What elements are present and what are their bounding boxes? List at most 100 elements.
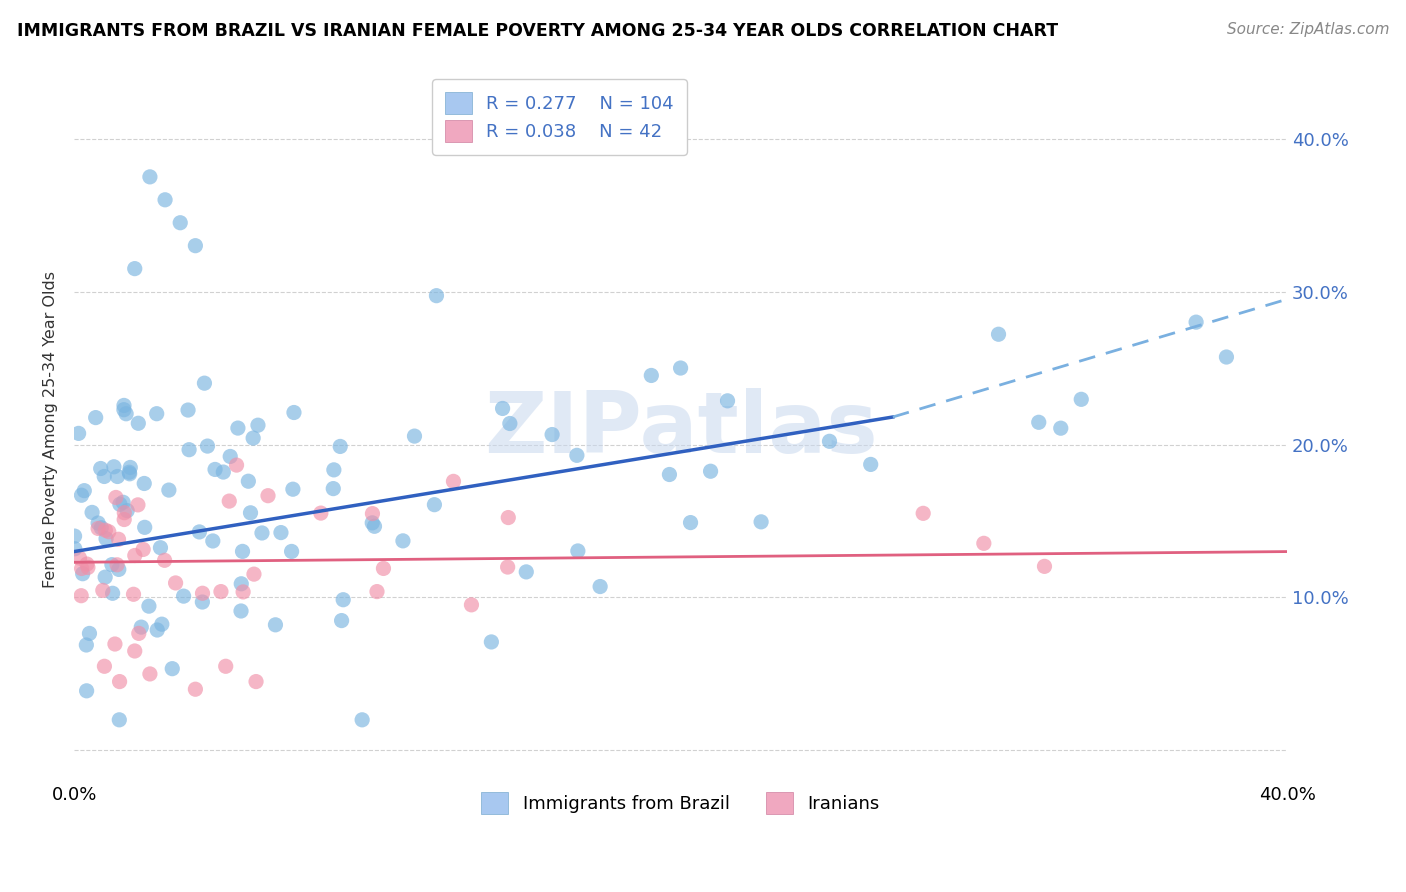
Point <box>173 589 195 603</box>
Point <box>169 216 191 230</box>
Point <box>112 506 135 520</box>
Point <box>157 483 180 497</box>
Point <box>191 595 214 609</box>
Point <box>108 674 131 689</box>
Point <box>541 427 564 442</box>
Point <box>309 506 332 520</box>
Point <box>859 458 882 472</box>
Point <box>498 510 520 524</box>
Point <box>392 533 415 548</box>
Point <box>246 418 269 433</box>
Point <box>496 560 519 574</box>
Point <box>134 476 156 491</box>
Point <box>191 586 214 600</box>
Point <box>245 674 267 689</box>
Point <box>188 524 211 539</box>
Point <box>75 638 97 652</box>
Point <box>76 557 98 571</box>
Point <box>93 659 115 673</box>
Point <box>567 544 589 558</box>
Point <box>67 426 90 441</box>
Point <box>139 667 162 681</box>
Point <box>281 482 304 496</box>
Point <box>127 498 149 512</box>
Point <box>73 483 96 498</box>
Point <box>229 604 252 618</box>
Point <box>112 495 135 509</box>
Point <box>177 403 200 417</box>
Point <box>361 516 384 530</box>
Point <box>124 549 146 563</box>
Point <box>63 541 86 556</box>
Legend: Immigrants from Brazil, Iranians: Immigrants from Brazil, Iranians <box>471 781 890 825</box>
Point <box>238 474 260 488</box>
Point <box>1028 415 1050 429</box>
Point <box>322 463 344 477</box>
Point <box>87 516 110 530</box>
Point <box>404 429 426 443</box>
Point <box>366 584 388 599</box>
Y-axis label: Female Poverty Among 25-34 Year Olds: Female Poverty Among 25-34 Year Olds <box>44 270 58 588</box>
Point <box>120 460 142 475</box>
Point <box>69 551 91 566</box>
Point <box>270 525 292 540</box>
Point <box>257 489 280 503</box>
Point <box>283 405 305 419</box>
Point <box>640 368 662 383</box>
Point <box>225 458 247 472</box>
Point <box>149 541 172 555</box>
Point <box>193 376 215 391</box>
Point <box>329 439 352 453</box>
Text: IMMIGRANTS FROM BRAZIL VS IRANIAN FEMALE POVERTY AMONG 25-34 YEAR OLDS CORRELATI: IMMIGRANTS FROM BRAZIL VS IRANIAN FEMALE… <box>17 22 1057 40</box>
Point <box>201 533 224 548</box>
Point <box>243 567 266 582</box>
Point <box>363 519 385 533</box>
Point <box>94 523 117 537</box>
Point <box>218 494 240 508</box>
Point <box>973 536 995 550</box>
Point <box>103 459 125 474</box>
Point <box>132 542 155 557</box>
Point <box>90 521 112 535</box>
Point <box>231 576 253 591</box>
Point <box>669 361 692 376</box>
Point <box>361 507 384 521</box>
Point <box>209 584 232 599</box>
Point <box>115 503 138 517</box>
Point <box>1049 421 1071 435</box>
Point <box>330 614 353 628</box>
Point <box>101 558 124 572</box>
Point <box>104 491 127 505</box>
Point <box>70 488 93 502</box>
Point <box>212 465 235 479</box>
Point <box>912 506 935 520</box>
Point <box>818 434 841 449</box>
Point <box>219 450 242 464</box>
Point <box>250 526 273 541</box>
Point <box>107 533 129 547</box>
Point <box>425 288 447 302</box>
Point <box>129 620 152 634</box>
Point <box>105 558 128 572</box>
Point <box>423 498 446 512</box>
Point <box>134 520 156 534</box>
Point <box>716 393 738 408</box>
Point <box>184 682 207 697</box>
Point <box>112 512 135 526</box>
Point <box>1185 315 1208 329</box>
Point <box>1070 392 1092 407</box>
Point <box>162 662 184 676</box>
Point <box>204 462 226 476</box>
Point <box>91 583 114 598</box>
Point <box>115 407 138 421</box>
Point <box>72 566 94 581</box>
Point <box>122 587 145 601</box>
Point <box>177 442 200 457</box>
Point <box>87 521 110 535</box>
Point <box>373 561 395 575</box>
Point <box>1033 559 1056 574</box>
Point <box>63 529 86 543</box>
Point <box>153 553 176 567</box>
Point <box>124 644 146 658</box>
Point <box>280 544 302 558</box>
